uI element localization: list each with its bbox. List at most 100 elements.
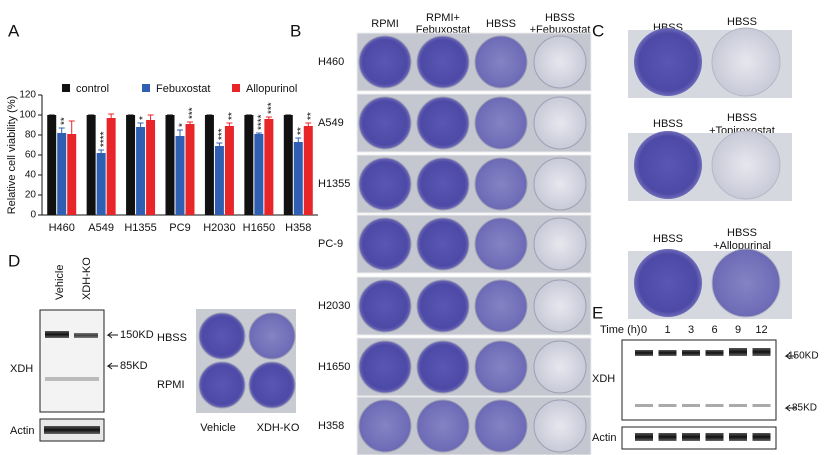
well [474,157,528,211]
error-bar [147,114,154,120]
significance: ** [227,112,238,120]
error-bar [58,127,65,133]
time-label: Time (h) [600,324,641,336]
band [658,404,677,407]
bar [165,115,175,215]
well [198,312,246,360]
well [474,399,528,453]
well [198,361,246,409]
well [711,130,781,200]
significance: ** [306,112,317,120]
error-bar [177,129,183,136]
time-value: 9 [735,324,741,336]
protein-label: Actin [592,432,616,444]
row-label: H1355 [318,178,350,190]
row-label: H2030 [318,300,350,312]
bar [185,124,195,215]
condition-label: HBSS [653,233,683,245]
band [729,348,747,356]
well [634,131,702,199]
error-bar [187,121,193,124]
well [474,35,528,89]
well [248,312,296,360]
band [74,333,98,338]
well [474,96,528,150]
x-tick-label: H1650 [243,222,275,234]
x-tick-label: H2030 [203,222,235,234]
column-label: RPMI [371,18,399,30]
well [533,35,587,89]
protein-label: XDH [10,363,33,375]
significance: ** [296,127,307,135]
error-bar [108,113,115,118]
lane-label: XDH-KO [81,257,93,300]
band [658,350,677,356]
column-label: RPMI+ [426,12,460,24]
bar [146,120,156,215]
bar [106,118,116,215]
band [705,433,724,441]
row-label: RPMI [157,379,185,391]
band [705,350,724,356]
legend-label: Allopurinol [246,83,297,95]
well [533,157,587,211]
legend-swatch [232,84,240,92]
condition-label: HBSS [653,118,683,130]
time-value: 0 [641,324,647,336]
significance: ** [59,117,70,125]
arrow [784,352,796,360]
bar [96,153,106,215]
y-tick-label: 100 [19,110,36,121]
band [635,433,653,441]
x-tick-label: H460 [49,222,75,234]
error-bar [295,137,302,142]
band [729,404,747,407]
arrow [106,362,118,370]
protein-label: XDH [592,373,615,385]
error-bar [255,132,262,134]
bar [224,126,234,215]
y-tick-label: 60 [25,150,37,161]
error-bar [68,120,75,134]
band [635,350,653,356]
well [416,340,470,394]
well [533,399,587,453]
arrow [106,331,118,339]
protein-label: Actin [10,425,34,437]
bar [47,115,57,215]
condition-label: +Allopurinal [713,240,771,252]
well [416,157,470,211]
well [474,340,528,394]
well [248,361,296,409]
bar [214,146,224,215]
bar [126,115,136,215]
panel-label: B [290,21,301,40]
marker-label: 85KD [792,403,817,414]
marker-label: 85KD [120,360,148,372]
row-label: H1650 [318,361,350,373]
well [533,96,587,150]
well [416,217,470,271]
panel-label: C [592,21,604,40]
panel-label: A [8,21,20,40]
bar [303,126,313,215]
well [416,35,470,89]
y-tick-label: 80 [25,130,37,141]
error-bar [226,122,233,126]
bar [175,136,185,215]
significance: * [178,123,189,127]
column-label: HBSS [486,18,516,30]
significance: * [138,116,149,120]
panel-label: E [592,303,603,322]
legend-swatch [142,84,150,92]
bar [57,133,67,215]
well [474,279,528,333]
row-label: PC-9 [318,238,343,250]
time-value: 1 [664,324,670,336]
time-value: 12 [755,324,767,336]
well [634,28,702,96]
bar [293,142,303,215]
well [358,96,412,150]
y-axis-label: Relative cell viability (%) [6,96,18,215]
